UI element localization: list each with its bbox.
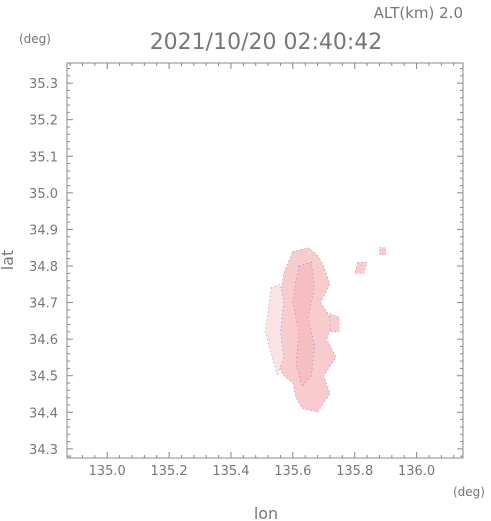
- x-tick-label: 135.2: [150, 464, 187, 479]
- x-tick-label: 135.8: [336, 464, 373, 479]
- y-tick-label: 34.9: [29, 223, 58, 238]
- altitude-label: ALT(km) 2.0: [374, 4, 463, 22]
- far-northeast-echo-fragment: [379, 247, 387, 256]
- plot-frame: [66, 62, 464, 459]
- y-tick-label: 35.2: [29, 114, 58, 129]
- central-dense-echo: [292, 261, 315, 388]
- x-tick-label: 135.6: [274, 464, 311, 479]
- east-echo-fragment: [329, 313, 340, 333]
- y-tick-label: 34.5: [29, 370, 58, 385]
- x-axis-unit: (deg): [453, 485, 485, 499]
- axis-ticks: 135.0 135.2 135.4 135.6 135.8 136.0 34.3 34.4 34…: [29, 63, 463, 479]
- y-tick-label: 35.3: [29, 77, 58, 92]
- west-light-echo: [264, 283, 284, 377]
- y-tick-label: 34.3: [29, 443, 58, 458]
- echo-layer: [264, 247, 387, 413]
- y-axis-unit: (deg): [19, 32, 51, 46]
- x-tick-label: 136.0: [398, 464, 435, 479]
- northeast-echo-fragment: [354, 261, 368, 274]
- y-tick-label: 34.4: [29, 406, 58, 421]
- y-axis-title: lat: [0, 250, 17, 271]
- x-axis-title: lon: [254, 504, 278, 521]
- y-tick-label: 35.1: [29, 150, 58, 165]
- y-tick-label: 34.8: [29, 260, 58, 275]
- y-tick-label: 35.0: [29, 187, 58, 202]
- y-tick-label: 34.7: [29, 297, 58, 312]
- timestamp-title: 2021/10/20 02:40:42: [150, 30, 383, 55]
- x-tick-label: 135.4: [212, 464, 249, 479]
- y-tick-label: 34.6: [29, 333, 58, 348]
- x-tick-label: 135.0: [89, 464, 126, 479]
